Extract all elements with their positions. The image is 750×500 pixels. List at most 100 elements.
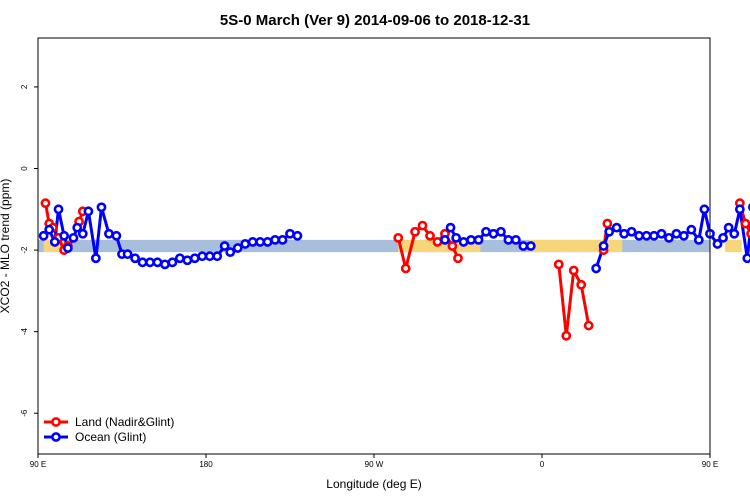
ocean-point: [174, 253, 185, 264]
ocean-point: [83, 206, 94, 217]
y-tick-label: -6: [20, 409, 29, 417]
ocean-point: [232, 243, 243, 253]
land-point: [568, 265, 579, 276]
land-point: [447, 241, 458, 251]
ocean-point: [481, 226, 491, 237]
land-point: [453, 253, 463, 264]
land-point: [740, 218, 750, 229]
y-axis-label: XCO2 - MLO trend (ppm): [0, 179, 12, 314]
ocean-point: [137, 257, 148, 268]
ocean-point: [712, 239, 723, 249]
ocean-point: [90, 253, 101, 264]
land-point: [425, 230, 435, 241]
y-tick-label: 2: [20, 84, 29, 89]
ocean-point: [649, 230, 659, 241]
ocean-point: [488, 228, 499, 239]
x-tick-label: 90 E: [30, 460, 46, 469]
ocean-point: [496, 226, 506, 237]
ocean-point: [604, 226, 615, 237]
ocean-point: [723, 222, 734, 233]
ocean-point: [160, 259, 170, 270]
ocean-point: [44, 224, 55, 235]
ocean-point: [451, 232, 462, 243]
ocean-point: [742, 253, 750, 264]
ocean-point: [525, 241, 536, 251]
ocean-point: [152, 257, 163, 268]
ocean-point: [626, 226, 637, 237]
ocean-point: [671, 228, 682, 239]
ocean-point: [634, 230, 644, 241]
ocean-point: [664, 232, 674, 243]
ocean-point: [285, 228, 295, 239]
ocean-point: [510, 234, 521, 245]
y-axis: 2 0 -2 -4 -6: [20, 84, 38, 417]
land-point: [553, 259, 564, 270]
ocean-point: [641, 230, 652, 241]
x-tick-label: 90 W: [365, 460, 384, 469]
ocean-point: [77, 228, 88, 239]
ocean-point: [699, 204, 710, 215]
ocean-point: [255, 237, 266, 247]
ocean-point: [122, 249, 133, 260]
ocean-point: [734, 204, 745, 215]
ocean-point: [686, 224, 697, 235]
ocean-point: [189, 253, 200, 264]
land-point: [561, 330, 572, 341]
ocean-point: [197, 251, 208, 262]
ocean-point: [656, 228, 667, 239]
ocean-point: [693, 234, 704, 245]
reference-band: [38, 239, 742, 253]
x-axis: 90 E 180 90 W 0 90 E: [30, 454, 718, 469]
ocean-point: [440, 234, 450, 245]
land-point: [432, 237, 443, 247]
ocean-point: [458, 237, 469, 247]
land-point: [393, 232, 404, 243]
ocean-point: [111, 230, 122, 241]
ocean-point: [59, 230, 70, 241]
y-tick-label: 0: [20, 166, 29, 171]
ocean-point: [49, 237, 60, 247]
y-tick-label: -4: [20, 327, 29, 335]
ocean-point: [611, 222, 622, 233]
ocean-point: [292, 230, 303, 241]
ocean-point: [598, 241, 609, 251]
plot-series: [38, 198, 750, 341]
ocean-point: [96, 202, 107, 213]
land-point: [576, 279, 587, 290]
ocean-point: [130, 253, 140, 264]
ocean-point: [678, 230, 689, 241]
x-tick-label: 180: [199, 460, 213, 469]
ocean-point: [38, 230, 49, 241]
ocean-point: [473, 234, 484, 245]
land-point: [746, 228, 750, 239]
land-point: [602, 218, 613, 229]
ocean-point: [240, 239, 251, 249]
chart-title: 5S-0 March (Ver 9) 2014-09-06 to 2018-12…: [220, 12, 530, 29]
x-tick-label: 0: [540, 460, 545, 469]
ocean-point: [445, 222, 456, 233]
ocean-point: [277, 234, 288, 245]
ocean-point: [466, 234, 476, 245]
y-tick-label: -2: [20, 246, 29, 254]
ocean-point: [104, 228, 114, 239]
ocean-point: [182, 255, 193, 266]
land-point: [417, 220, 428, 231]
ocean-point: [53, 204, 64, 215]
legend-land-marker: [51, 417, 61, 427]
ocean-point: [591, 263, 602, 274]
x-axis-label: Longitude (deg E): [326, 477, 421, 491]
ocean-point: [62, 243, 73, 253]
land-point: [410, 226, 420, 237]
ocean-point: [212, 251, 223, 262]
legend-ocean-label: Ocean (Glint): [75, 430, 146, 444]
ocean-point: [167, 257, 178, 268]
ocean-point: [225, 247, 236, 258]
land-point: [400, 263, 411, 274]
land-band: [724, 239, 742, 253]
ocean-point: [204, 251, 215, 262]
ocean-point: [68, 232, 79, 243]
land-point: [40, 198, 51, 209]
ocean-point: [247, 237, 258, 247]
ocean-point: [145, 257, 155, 268]
